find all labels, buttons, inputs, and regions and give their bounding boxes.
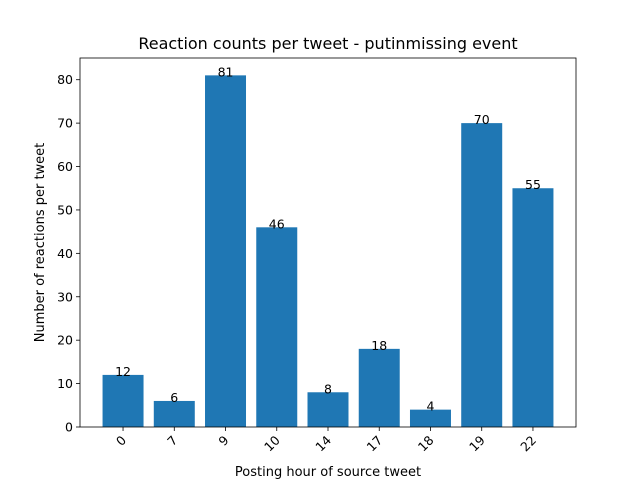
y-tick-label: 0 [65, 420, 73, 435]
y-tick-label: 30 [57, 289, 73, 304]
x-axis: 0 7 9 10 14 17 18 19 22 [113, 427, 539, 454]
bar-19 [461, 123, 503, 428]
bars-group [102, 75, 554, 428]
chart-title: Reaction counts per tweet - putinmissing… [138, 34, 517, 53]
x-tick-label: 10 [261, 432, 283, 454]
data-label-14: 8 [324, 381, 332, 396]
x-tick-label: 0 [113, 432, 129, 448]
data-label-0: 12 [115, 364, 131, 379]
data-label-9: 81 [218, 64, 234, 79]
x-axis-label: Posting hour of source tweet [235, 465, 421, 480]
x-tick-label: 7 [164, 433, 180, 449]
data-labels-group: 12 6 81 46 8 18 4 70 55 [115, 64, 541, 413]
y-axis-label: Number of reactions per tweet [33, 143, 48, 343]
bar-22 [512, 188, 554, 427]
y-tick-label: 70 [57, 116, 73, 131]
data-label-18: 4 [427, 399, 435, 414]
x-tick-label: 19 [466, 432, 488, 454]
x-tick-label: 14 [312, 432, 334, 454]
data-label-17: 18 [371, 338, 387, 353]
data-label-7: 6 [170, 390, 178, 405]
y-tick-label: 20 [57, 333, 73, 348]
bar-17 [358, 348, 400, 427]
x-tick-label: 17 [364, 433, 386, 455]
bar-7 [153, 400, 195, 427]
x-tick-label: 9 [215, 432, 231, 448]
y-tick-label: 40 [57, 246, 73, 261]
y-tick-label: 50 [57, 202, 73, 217]
bar-18 [409, 409, 451, 427]
y-tick-label: 10 [57, 376, 73, 391]
x-tick-label: 22 [517, 433, 539, 455]
data-label-22: 55 [525, 177, 541, 192]
x-tick-label: 18 [415, 432, 437, 454]
y-tick-label: 60 [57, 159, 73, 174]
data-label-19: 70 [474, 112, 490, 127]
bar-0 [102, 374, 144, 427]
y-axis: 0 10 20 30 40 50 60 70 80 [57, 72, 80, 435]
data-label-10: 46 [269, 216, 285, 231]
bar-10 [256, 227, 298, 427]
bar-14 [307, 392, 349, 427]
bar-9 [205, 75, 247, 428]
y-tick-label: 80 [57, 72, 73, 87]
plot-area-frame [79, 57, 577, 428]
